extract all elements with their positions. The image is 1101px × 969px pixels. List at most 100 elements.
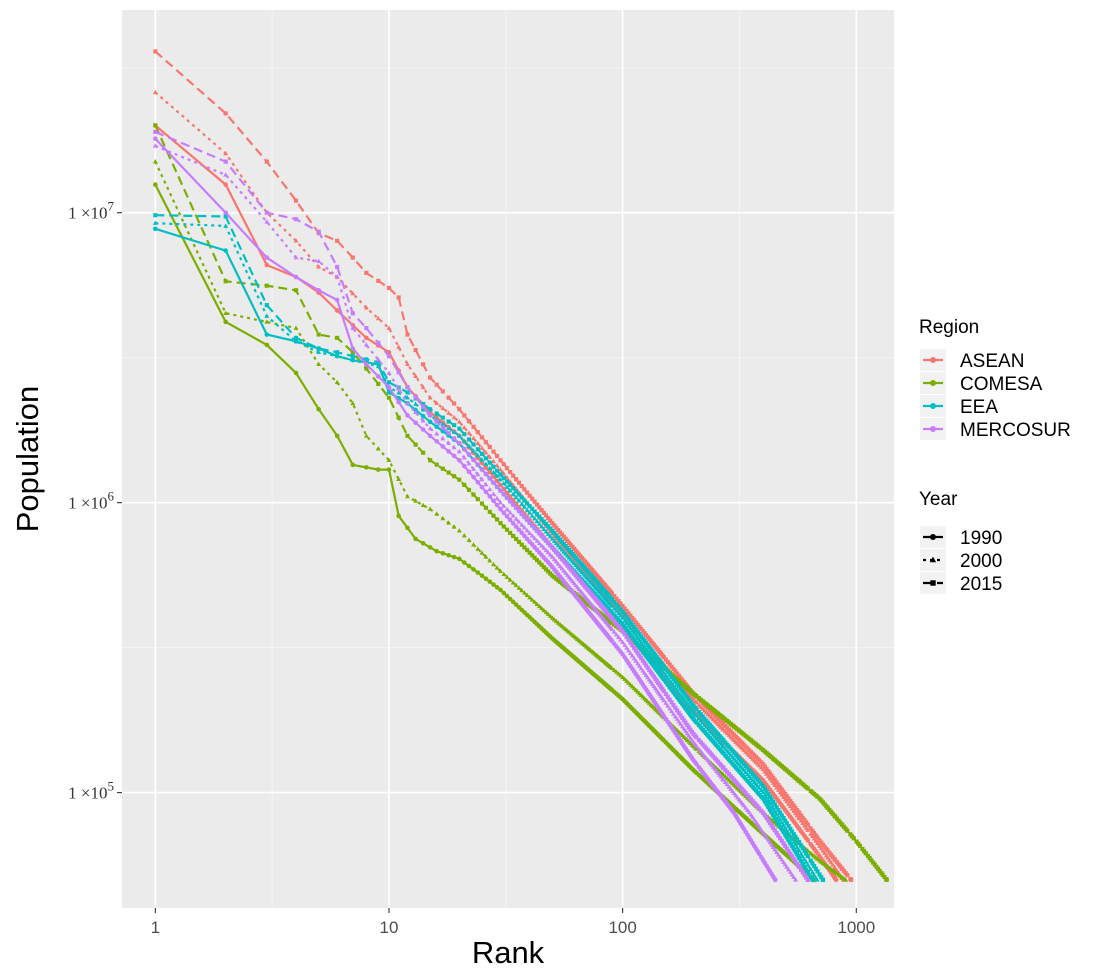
data-point [786, 796, 791, 801]
data-point [772, 846, 778, 852]
data-point [764, 789, 769, 794]
data-point [628, 620, 633, 625]
data-point [769, 797, 774, 802]
data-point [525, 517, 530, 522]
data-point [631, 655, 637, 661]
data-point [618, 613, 624, 618]
data-point [475, 447, 480, 452]
data-point [334, 297, 340, 303]
data-point [532, 526, 537, 531]
data-point [223, 319, 228, 325]
data-point [650, 672, 655, 677]
data-point [466, 443, 472, 448]
data-point [466, 537, 472, 543]
data-point [293, 274, 299, 280]
data-point [698, 712, 703, 717]
data-point [504, 484, 510, 489]
data-point [504, 466, 510, 471]
data-point [498, 587, 503, 593]
data-point [475, 471, 481, 477]
data-point [504, 574, 510, 579]
data-point [779, 857, 785, 862]
data-point [532, 599, 538, 604]
data-point [694, 694, 699, 699]
data-point [680, 689, 685, 694]
data-point [611, 667, 617, 672]
data-point [552, 523, 557, 528]
data-point [479, 477, 485, 482]
data-point [812, 863, 817, 869]
data-point [434, 462, 439, 467]
data-point [487, 486, 493, 492]
data-point [153, 226, 158, 232]
data-point [510, 520, 516, 526]
data-point [805, 838, 811, 843]
data-point [880, 872, 885, 877]
data-point [498, 472, 503, 477]
data-point [772, 877, 778, 883]
data-point [498, 568, 503, 573]
y-tick-label-1: 1 ×106 [68, 489, 114, 513]
data-point [721, 744, 726, 749]
data-point [630, 622, 635, 627]
data-point [774, 805, 779, 810]
data-point [856, 841, 861, 846]
data-point [686, 725, 691, 730]
data-point [767, 771, 773, 776]
data-point [628, 650, 633, 656]
data-point [825, 848, 830, 853]
data-point [363, 342, 369, 347]
data-point [825, 854, 831, 860]
series-markers [153, 213, 826, 882]
data-point [375, 374, 381, 379]
data-point [405, 413, 410, 418]
data-point [529, 597, 535, 602]
data-point [793, 859, 798, 864]
data-point [543, 538, 549, 543]
data-point [264, 342, 270, 348]
data-point [725, 742, 730, 747]
data-point [471, 424, 476, 429]
data-point [548, 543, 553, 548]
data-point [686, 697, 691, 702]
data-point [618, 626, 623, 631]
data-point [796, 848, 802, 853]
series-mercosur-1990 [153, 136, 778, 883]
data-point [675, 682, 680, 687]
data-point [264, 255, 270, 260]
data-point [293, 338, 299, 344]
data-point [779, 819, 785, 825]
data-point [626, 637, 631, 642]
data-point [491, 561, 496, 567]
data-point [375, 363, 381, 369]
data-point [494, 565, 500, 570]
data-point [750, 814, 756, 819]
data-point [645, 665, 650, 670]
data-point [386, 354, 392, 359]
data-point [508, 482, 513, 488]
data-point [519, 495, 524, 500]
x-tick-label-2: 100 [608, 918, 636, 937]
series-markers [152, 220, 820, 882]
data-point [774, 811, 780, 816]
data-point [845, 873, 850, 878]
data-point [316, 406, 321, 412]
data-point [800, 846, 805, 851]
data-point [494, 462, 500, 468]
data-point [766, 792, 771, 797]
data-point [413, 420, 418, 425]
data-point [618, 637, 624, 642]
data-point [694, 761, 699, 767]
data-point [811, 872, 817, 877]
data-point [648, 670, 653, 675]
data-point [661, 697, 667, 703]
data-point [789, 829, 795, 834]
data-point [293, 335, 299, 340]
data-point [772, 828, 777, 833]
data-point [508, 499, 513, 504]
data-point [620, 603, 625, 609]
legend-year-title: Year [919, 489, 958, 510]
data-point [405, 361, 410, 367]
data-point [504, 514, 510, 519]
data-point [537, 531, 542, 536]
